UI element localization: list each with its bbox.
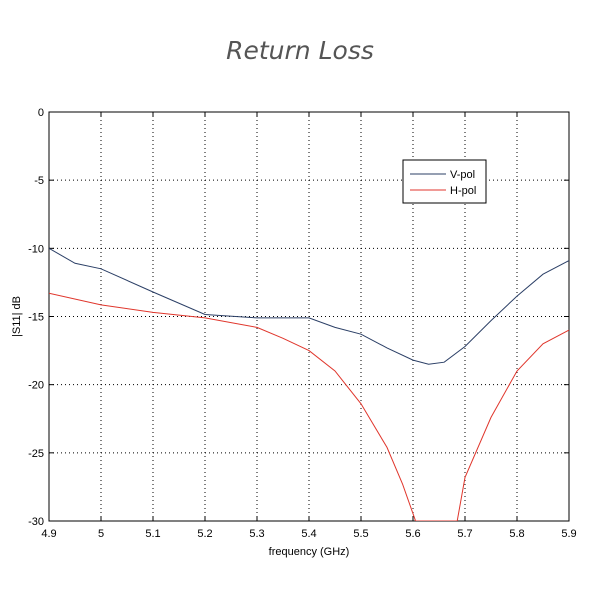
- y-tick-label: -10: [28, 243, 44, 255]
- x-tick-label: 5.4: [301, 528, 316, 540]
- x-tick-label: 5.7: [457, 528, 472, 540]
- x-tick-label: 5.8: [509, 528, 524, 540]
- y-tick-label: 0: [38, 107, 44, 119]
- x-tick-label: 5.1: [145, 528, 160, 540]
- x-tick-label: 5.2: [197, 528, 212, 540]
- y-tick-label: -30: [28, 516, 44, 528]
- y-tick-label: -25: [28, 448, 44, 460]
- series-line-v-pol: [49, 247, 569, 365]
- series-line-h-pol: [49, 292, 569, 521]
- legend-label: H-pol: [450, 185, 476, 197]
- y-tick-label: -5: [34, 175, 44, 187]
- x-axis-label: frequency (GHz): [269, 546, 350, 558]
- y-axis-label: |S11| dB: [11, 296, 23, 337]
- legend-box: [402, 159, 487, 204]
- x-tick-label: 4.9: [41, 528, 56, 540]
- x-tick-label: 5.6: [405, 528, 420, 540]
- x-tick-label: 5.9: [561, 528, 576, 540]
- axes-box: [48, 111, 570, 522]
- y-tick-label: -20: [28, 380, 44, 392]
- x-tick-label: 5: [98, 528, 104, 540]
- y-tick-label: -15: [28, 312, 44, 324]
- x-tick-label: 5.3: [249, 528, 264, 540]
- x-tick-label: 5.5: [353, 528, 368, 540]
- chart-title: Return Loss: [226, 36, 374, 65]
- legend-label: V-pol: [450, 169, 475, 181]
